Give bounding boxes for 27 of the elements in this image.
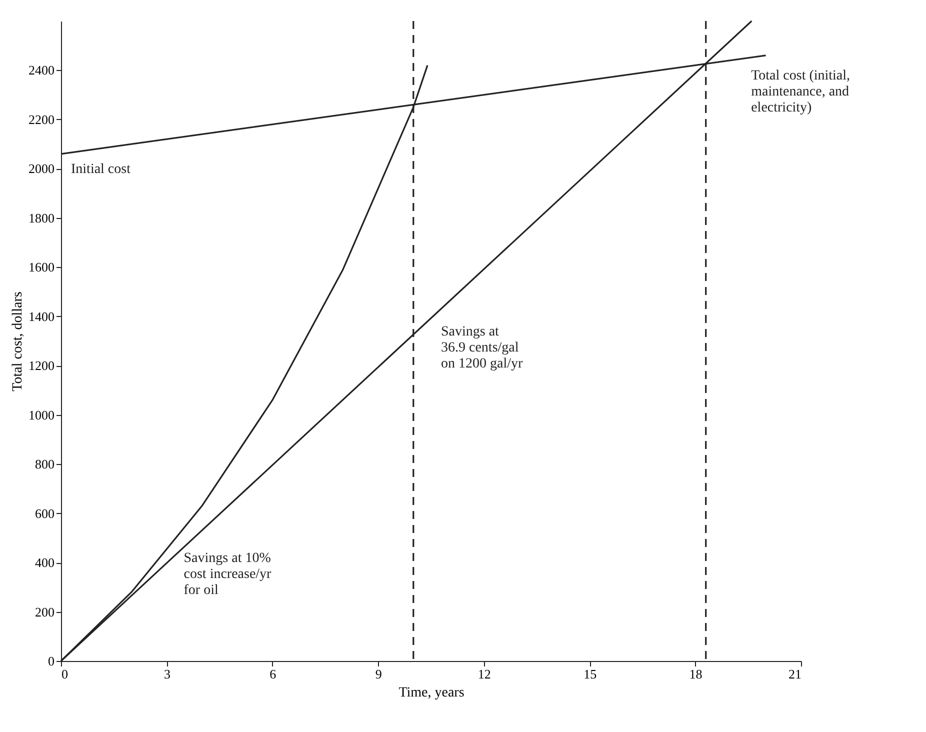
y-tick-label: 2400 [28, 62, 54, 78]
annotation: Total cost (initial, maintenance, and electricity) [751, 68, 850, 116]
y-tick-label: 1000 [28, 407, 54, 422]
y-tick-label: 200 [35, 604, 54, 620]
y-tick-label: 1800 [28, 210, 54, 226]
y-tick-label: 1200 [28, 358, 54, 374]
x-tick-label: 0 [62, 666, 68, 682]
y-tick-label: 2200 [28, 112, 54, 127]
x-tick-label: 6 [270, 666, 277, 682]
y-tick-label: 2000 [28, 161, 54, 176]
x-axis-title: Time, years [398, 686, 464, 700]
y-tick-label: 1600 [28, 260, 54, 275]
x-tick-label: 21 [788, 666, 802, 682]
y-tick-label: 0 [48, 654, 54, 668]
x-tick-label: 15 [584, 666, 597, 682]
y-tick-label: 1400 [28, 308, 54, 324]
annotation: Initial cost [71, 162, 131, 177]
annotation: Savings at 10% cost increase/yr for oil [184, 550, 272, 598]
y-tick-label: 600 [35, 506, 54, 521]
y-tick-label: 800 [35, 456, 54, 472]
x-tick-label: 9 [375, 666, 382, 682]
x-tick-label: 18 [689, 666, 702, 682]
x-tick-label: 12 [478, 666, 491, 682]
y-tick-label: 400 [35, 555, 54, 570]
x-tick-label: 3 [164, 666, 170, 682]
annotation: Savings at 36.9 cents/gal on 1200 gal/yr [441, 324, 523, 372]
y-axis-title: Total cost, dollars [10, 292, 26, 392]
